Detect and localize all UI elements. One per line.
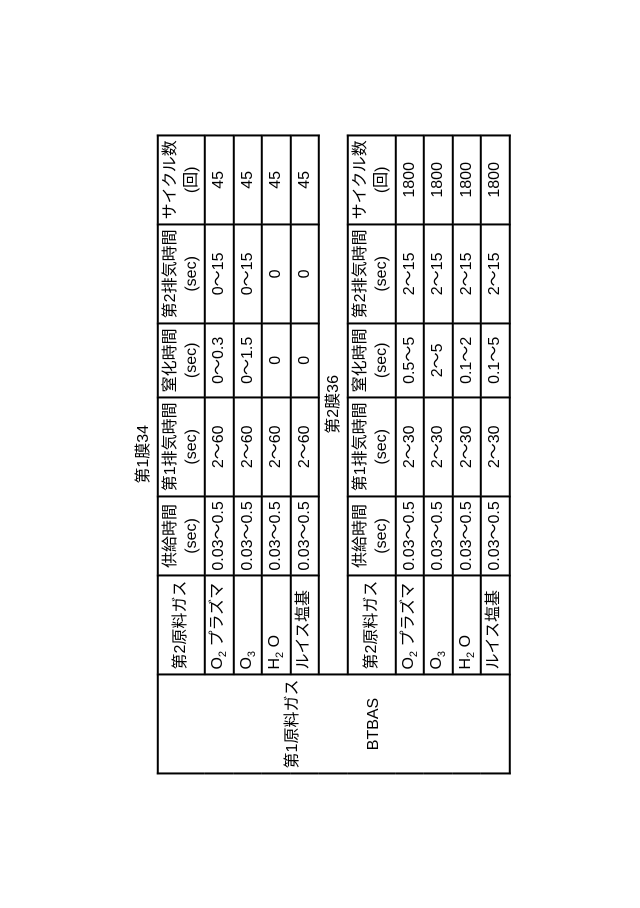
- header-row-1: 第1原料ガス BTBAS 第2原料ガス 供給時間(sec) 第1排気時間(sec…: [157, 135, 205, 773]
- cell-exhaust2: 0～15: [234, 224, 262, 323]
- cell-nitride: 0: [291, 323, 319, 397]
- header-cycles-2: サイクル数(回): [348, 135, 396, 224]
- cell-exhaust1: 2～60: [262, 397, 290, 496]
- cell-nitride: 0: [262, 323, 290, 397]
- cell-gas2: O2 プラズマ: [395, 575, 423, 674]
- cell-exhaust2: 2～15: [395, 224, 423, 323]
- header-supply-1: 供給時間(sec): [157, 496, 205, 575]
- header-exhaust2-2: 第2排気時間(sec): [348, 224, 396, 323]
- cell-gas2: ルイス塩基: [291, 575, 319, 674]
- cell-exhaust2: 0: [291, 224, 319, 323]
- cell-exhaust1: 2～30: [452, 397, 480, 496]
- section1-title: 第1膜34: [130, 135, 158, 773]
- cell-exhaust2: 0～15: [205, 224, 233, 323]
- cell-exhaust1: 2～60: [291, 397, 319, 496]
- gas1-value: BTBAS: [363, 679, 384, 768]
- cell-nitride: 0～0.3: [205, 323, 233, 397]
- cell-gas2: O3: [234, 575, 262, 674]
- header-exhaust1-2: 第1排気時間(sec): [348, 397, 396, 496]
- cell-supply: 0.03～0.5: [395, 496, 423, 575]
- cell-cycles: 1800: [452, 135, 480, 224]
- cell-cycles: 45: [291, 135, 319, 224]
- cell-nitride: 0～1.5: [234, 323, 262, 397]
- cell-gas2: O2 プラズマ: [205, 575, 233, 674]
- cell-supply: 0.03～0.5: [262, 496, 290, 575]
- cell-supply: 0.03～0.5: [234, 496, 262, 575]
- cell-exhaust1: 2～30: [481, 397, 509, 496]
- cell-exhaust2: 2～15: [481, 224, 509, 323]
- cell-gas2: H2 O: [452, 575, 480, 674]
- cell-gas2: ルイス塩基: [481, 575, 509, 674]
- cell-cycles: 1800: [481, 135, 509, 224]
- cell-exhaust1: 2～60: [205, 397, 233, 496]
- cell-supply: 0.03～0.5: [291, 496, 319, 575]
- film-data-table: 第1膜34 第1原料ガス BTBAS 第2原料ガス 供給時間(sec) 第1排気…: [130, 134, 511, 774]
- cell-supply: 0.03～0.5: [481, 496, 509, 575]
- cell-cycles: 45: [262, 135, 290, 224]
- cell-cycles: 1800: [424, 135, 452, 224]
- header-supply-2: 供給時間(sec): [348, 496, 396, 575]
- cell-nitride: 0.1～2: [452, 323, 480, 397]
- header-exhaust2-1: 第2排気時間(sec): [157, 224, 205, 323]
- cell-exhaust2: 0: [262, 224, 290, 323]
- cell-supply: 0.03～0.5: [424, 496, 452, 575]
- cell-exhaust1: 2～30: [395, 397, 423, 496]
- header-nitride-1: 窒化時間(sec): [157, 323, 205, 397]
- cell-nitride: 0.1～5: [481, 323, 509, 397]
- cell-exhaust2: 2～15: [424, 224, 452, 323]
- rotated-table-wrapper: 第1膜34 第1原料ガス BTBAS 第2原料ガス 供給時間(sec) 第1排気…: [130, 134, 511, 774]
- cell-nitride: 2～5: [424, 323, 452, 397]
- cell-supply: 0.03～0.5: [452, 496, 480, 575]
- header-exhaust1-1: 第1排気時間(sec): [157, 397, 205, 496]
- cell-supply: 0.03～0.5: [205, 496, 233, 575]
- header-gas1: 第1原料ガス BTBAS: [157, 674, 509, 773]
- cell-cycles: 45: [205, 135, 233, 224]
- cell-exhaust2: 2～15: [452, 224, 480, 323]
- header-cycles-1: サイクル数(回): [157, 135, 205, 224]
- cell-exhaust1: 2～30: [424, 397, 452, 496]
- header-gas2-2: 第2原料ガス: [348, 575, 396, 674]
- header-gas2-1: 第2原料ガス: [157, 575, 205, 674]
- cell-gas2: H2 O: [262, 575, 290, 674]
- cell-nitride: 0.5～5: [395, 323, 423, 397]
- cell-cycles: 1800: [395, 135, 423, 224]
- cell-cycles: 45: [234, 135, 262, 224]
- cell-exhaust1: 2～60: [234, 397, 262, 496]
- header-nitride-2: 窒化時間(sec): [348, 323, 396, 397]
- section2-title: 第2膜36: [319, 135, 348, 674]
- cell-gas2: O3: [424, 575, 452, 674]
